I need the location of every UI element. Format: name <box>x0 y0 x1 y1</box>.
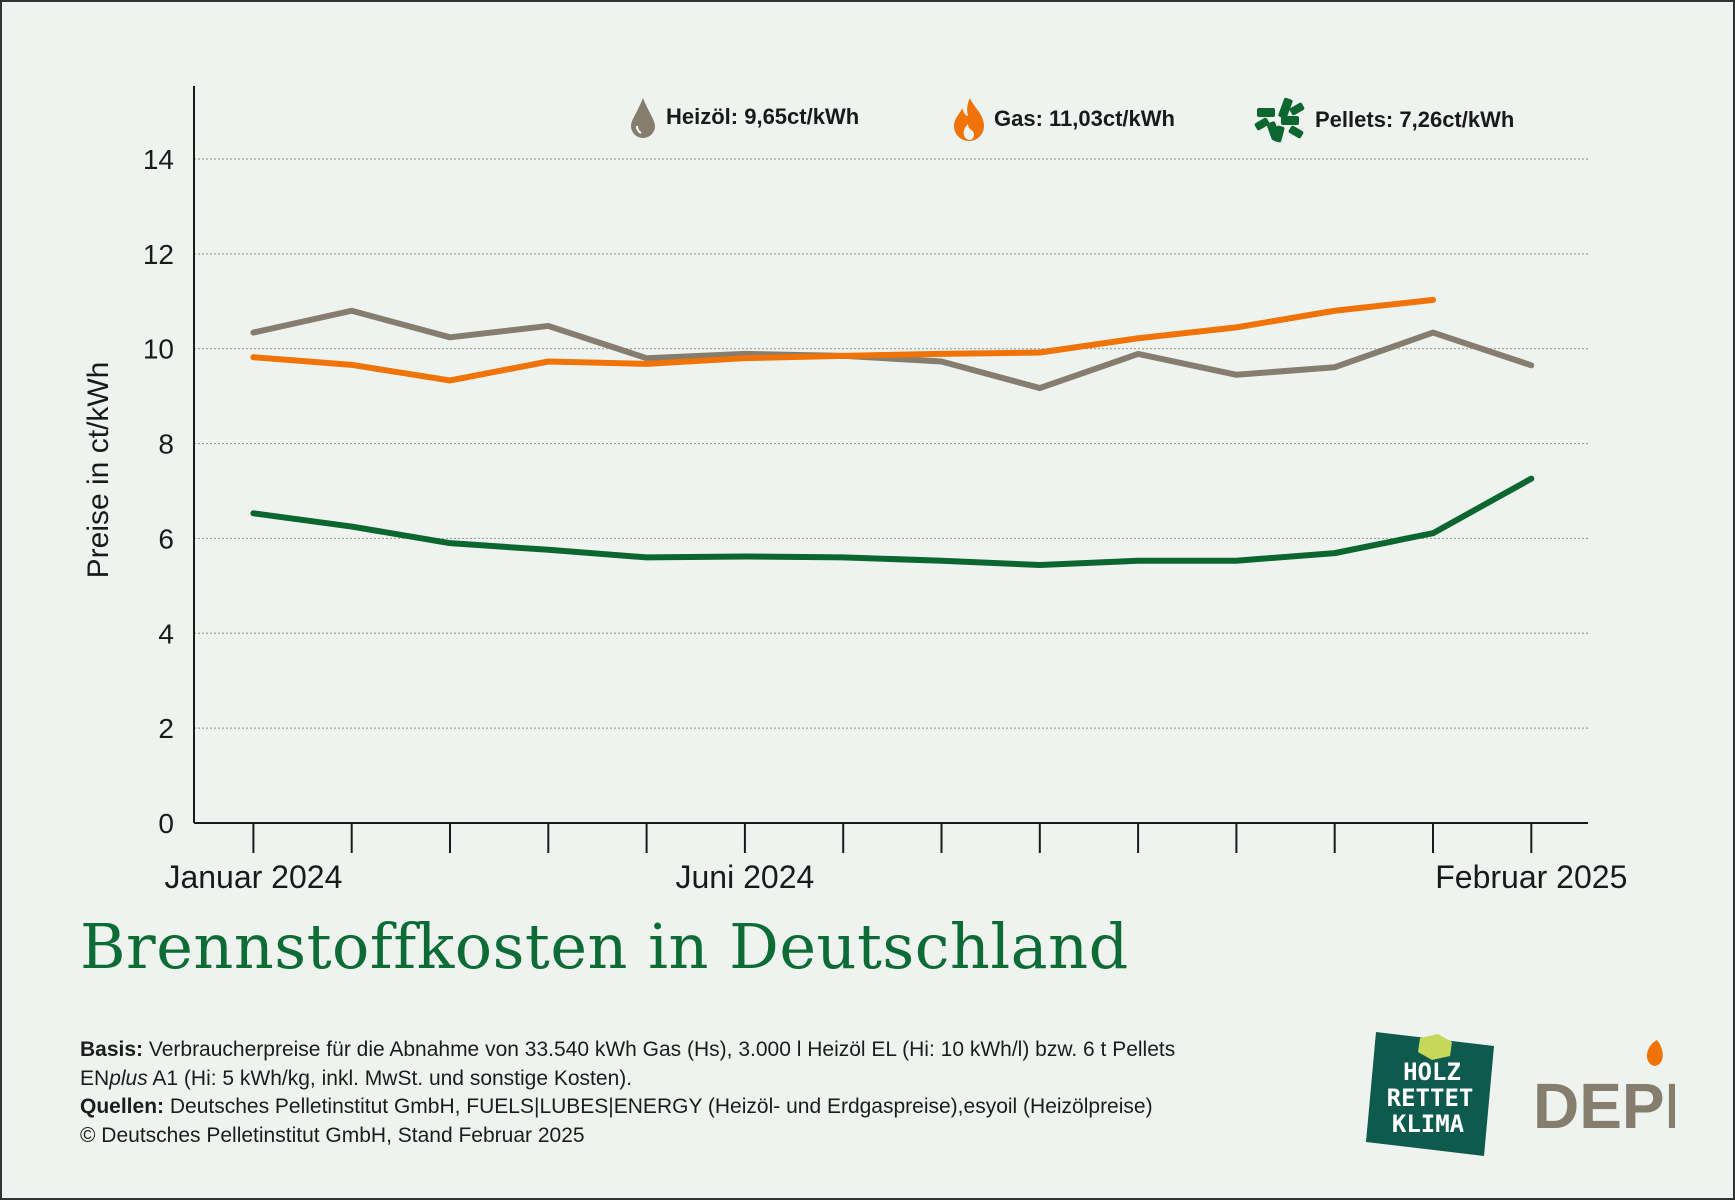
basis-text: Verbraucherpreise für die Abnahme von 33… <box>143 1038 1176 1061</box>
sources-label: Quellen: <box>80 1095 165 1118</box>
data-point-heizöl <box>1137 353 1139 355</box>
x-tick-label: Januar 2024 <box>164 859 342 895</box>
flame-icon <box>954 98 984 141</box>
series-line-pellets <box>250 475 1535 568</box>
data-point-heizöl <box>744 353 746 355</box>
y-tick-label: 14 <box>143 144 174 175</box>
data-point-gas <box>1432 299 1434 301</box>
data-point-gas <box>1235 326 1237 328</box>
legend-heizoel: Heizöl: 9,65ct/kWh <box>628 96 859 138</box>
logo-text-rettet: RETTET <box>1387 1084 1474 1112</box>
data-point-gas <box>252 356 254 358</box>
depi-logo: DEPI <box>1533 1040 1675 1136</box>
series-line-heizöl <box>250 307 1535 392</box>
data-point-gas <box>547 361 549 363</box>
data-point-gas <box>351 364 353 366</box>
legend-label-gas: Gas: 11,03ct/kWh <box>994 106 1175 131</box>
data-point-heizöl <box>1039 387 1041 389</box>
data-point-gas <box>449 379 451 381</box>
legend-gas: Gas: 11,03ct/kWh <box>952 96 1175 142</box>
copyright: © Deutsches Pelletinstitut GmbH, Stand F… <box>80 1123 585 1147</box>
data-point-pellets <box>252 512 254 514</box>
data-point-gas <box>842 355 844 357</box>
legend-label-heizoel: Heizöl: 9,65ct/kWh <box>666 104 860 129</box>
data-point-pellets <box>1039 564 1041 566</box>
data-point-gas <box>941 353 942 355</box>
basis-text-2b: A1 (Hi: 5 kWh/kg, inkl. MwSt. und sonsti… <box>147 1066 633 1090</box>
data-point-heizöl <box>1334 366 1336 368</box>
data-point-gas <box>1039 351 1041 353</box>
data-point-gas <box>646 363 648 365</box>
legend-pellets: Pellets: 7,26ct/kWh <box>1253 96 1514 144</box>
basis-line: Basis: Verbraucherpreise für die Abnahme… <box>80 1036 1350 1065</box>
data-point-pellets <box>449 542 451 544</box>
data-point-gas <box>1334 310 1336 312</box>
chart-title: Brennstoffkosten in Deutschland <box>80 910 1129 983</box>
data-point-heizöl <box>646 357 648 359</box>
pellets-icon <box>1254 97 1305 143</box>
data-point-pellets <box>941 560 942 562</box>
x-tick-label: Juni 2024 <box>676 859 815 895</box>
logo-text-holz: HOLZ <box>1403 1058 1461 1086</box>
data-point-pellets <box>842 556 844 558</box>
data-point-pellets <box>351 526 353 528</box>
data-point-heizöl <box>1432 332 1434 334</box>
y-tick-label: 6 <box>158 523 174 554</box>
y-axis-label: Preise in ct/kWh <box>82 362 115 579</box>
data-point-heizöl <box>1530 364 1532 366</box>
y-tick-label: 12 <box>143 239 174 270</box>
y-tick-label: 4 <box>158 618 174 649</box>
data-point-heizöl <box>351 310 353 312</box>
series-line-gas <box>250 296 1436 384</box>
data-point-pellets <box>1334 552 1336 554</box>
data-point-pellets <box>646 556 648 558</box>
basis-line-2: ENplus A1 (Hi: 5 kWh/kg, inkl. MwSt. und… <box>80 1065 1350 1094</box>
sources-text: Deutsches Pelletinstitut GmbH, FUELS|LUB… <box>164 1095 1153 1118</box>
data-point-heizöl <box>449 336 451 338</box>
basis-text-italic: plus <box>109 1066 148 1090</box>
y-tick-label: 2 <box>158 713 174 744</box>
data-point-pellets <box>1235 560 1237 562</box>
data-point-heizöl <box>252 332 254 334</box>
data-point-heizöl <box>941 361 942 363</box>
footnotes: Basis: Verbraucherpreise für die Abnahme… <box>80 1036 1350 1150</box>
basis-label: Basis: <box>80 1038 144 1061</box>
y-tick-label: 10 <box>143 334 174 365</box>
logo-text-klima: KLIMA <box>1392 1110 1465 1138</box>
basis-text-2a: EN <box>80 1066 110 1090</box>
data-point-heizöl <box>1235 374 1237 376</box>
data-point-pellets <box>1137 560 1139 562</box>
y-tick-label: 0 <box>158 808 174 839</box>
y-tick-label: 8 <box>158 429 174 460</box>
data-point-pellets <box>1530 478 1532 480</box>
data-point-pellets <box>1432 532 1434 534</box>
x-tick-label: Februar 2025 <box>1435 859 1627 895</box>
sources-line: Quellen: Deutsches Pelletinstitut GmbH, … <box>80 1093 1350 1122</box>
data-point-pellets <box>547 549 549 551</box>
depi-text: DEPI <box>1533 1070 1675 1136</box>
data-point-heizöl <box>547 325 549 327</box>
data-point-pellets <box>744 555 746 557</box>
legend-label-pellets: Pellets: 7,26ct/kWh <box>1315 107 1515 132</box>
data-point-gas <box>1137 337 1139 339</box>
holz-rettet-klima-logo: HOLZ RETTET KLIMA <box>1366 1032 1494 1156</box>
data-point-gas <box>744 357 746 359</box>
oil-drop-icon <box>631 98 655 138</box>
